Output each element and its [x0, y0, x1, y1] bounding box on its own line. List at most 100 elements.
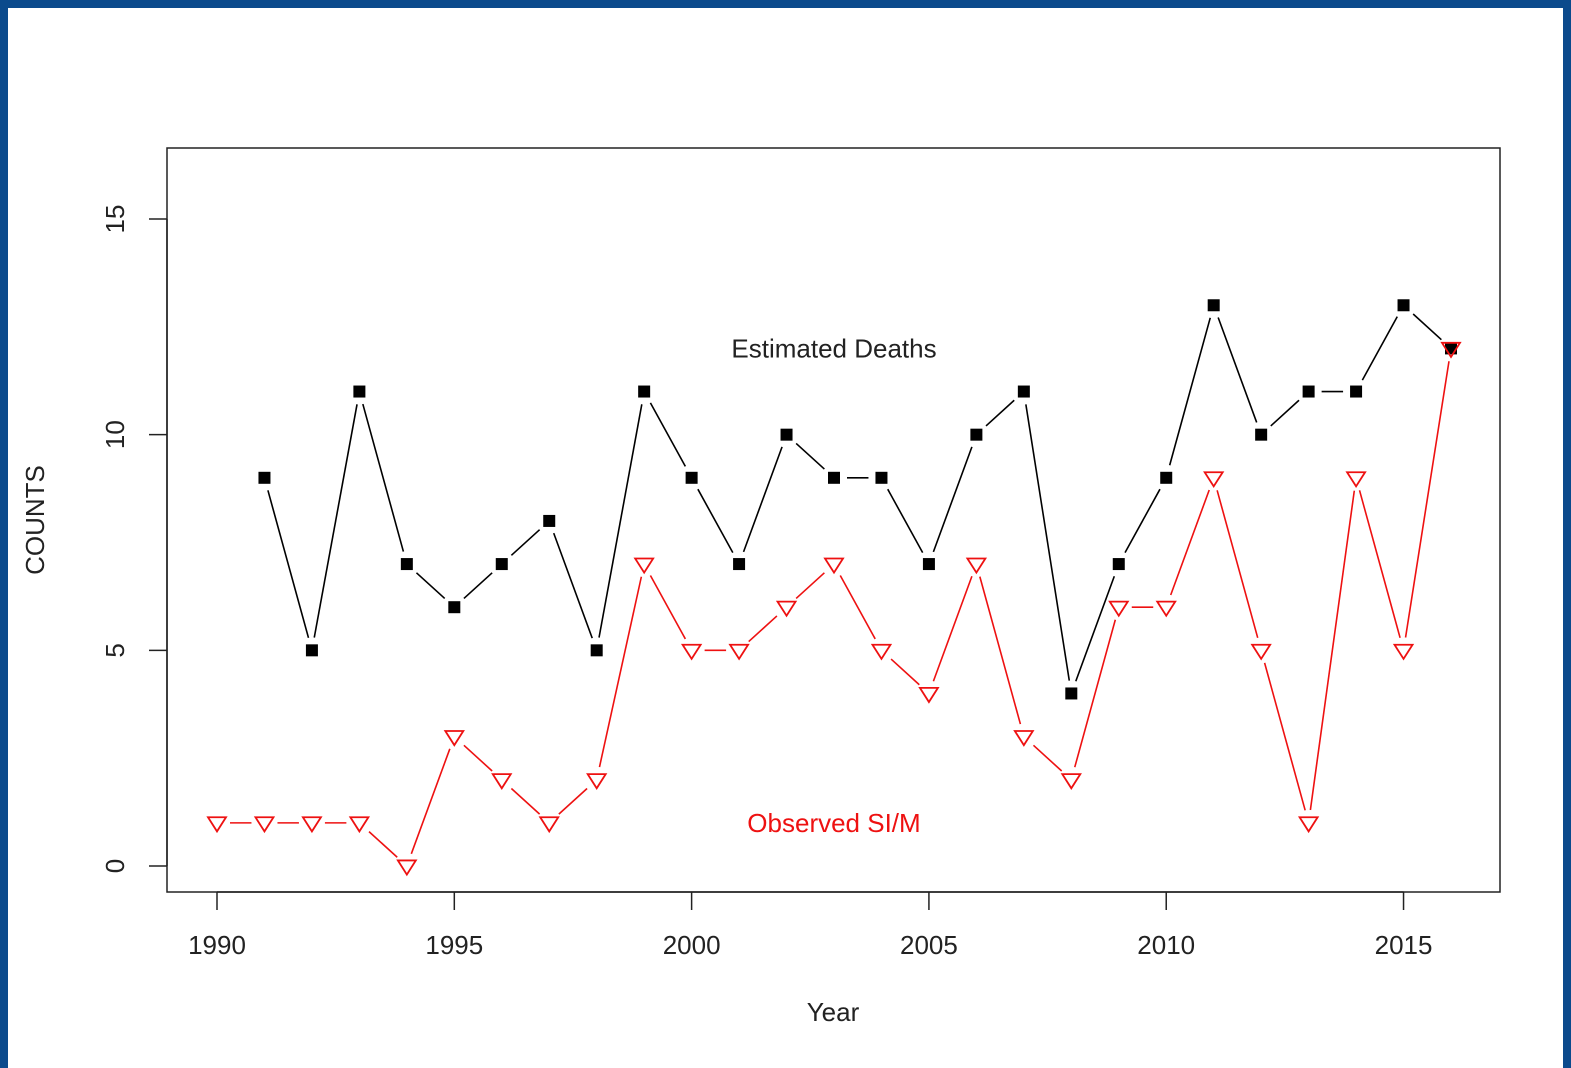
data-point [633, 557, 655, 575]
data-point [918, 686, 940, 704]
series-layer [206, 299, 1462, 877]
series-line-segment [649, 575, 687, 640]
data-point [586, 773, 608, 790]
series-line-segment [313, 404, 358, 638]
data-point [1207, 299, 1220, 312]
data-point [348, 816, 371, 834]
series-line-segment [649, 402, 687, 467]
data-point [1392, 643, 1415, 661]
series-line-segment [985, 399, 1015, 427]
data-point [638, 385, 651, 398]
data-point [1345, 471, 1367, 489]
series-line-segment [463, 572, 493, 600]
series-line-segment [1217, 317, 1258, 423]
data-point [780, 428, 793, 441]
x-tick-label: 1990 [188, 930, 246, 960]
data-point [1017, 385, 1030, 398]
series-line-segment [362, 403, 405, 552]
data-point [495, 558, 508, 571]
series-line-segment [1075, 575, 1116, 682]
series-line-segment [795, 442, 825, 470]
y-tick-label: 0 [100, 859, 130, 873]
data-point [1255, 428, 1268, 441]
x-tick-label: 2015 [1375, 930, 1433, 960]
data-point [1445, 342, 1457, 355]
series-line-segment [1032, 744, 1063, 772]
data-point [1160, 471, 1173, 484]
series-line-segment [558, 787, 588, 815]
y-axis: 0 5 10 15 [100, 205, 168, 873]
data-point [400, 558, 413, 571]
series-line-segment [932, 446, 973, 553]
data-point [970, 428, 983, 441]
series-estimated-deaths [258, 299, 1457, 700]
series-line-segment [1168, 317, 1212, 466]
series-line-segment [510, 787, 541, 815]
data-point [870, 643, 893, 661]
data-point [680, 643, 703, 661]
data-point [823, 557, 845, 575]
y-tick-label: 5 [100, 643, 130, 657]
series-line-segment [1309, 490, 1356, 811]
series-line-segment [1412, 313, 1442, 341]
data-point [258, 471, 271, 484]
data-point [1297, 816, 1320, 834]
data-point [965, 557, 988, 575]
series-line-segment [1169, 489, 1210, 596]
series-observed-si-m [206, 341, 1462, 877]
data-point [538, 816, 560, 834]
data-point [305, 644, 318, 657]
data-point [1108, 600, 1130, 618]
data-point [491, 773, 513, 790]
series-line-segment [979, 576, 1022, 725]
series-line-segment [890, 658, 920, 686]
series-line-segment [1404, 361, 1450, 638]
x-tick-label: 2010 [1137, 930, 1195, 960]
x-axis: 1990 1995 2000 2005 2010 2015 [188, 891, 1433, 960]
series-line-segment [742, 446, 783, 553]
data-point [1250, 643, 1272, 661]
x-tick-label: 2005 [900, 930, 958, 960]
data-point [543, 514, 556, 527]
data-point [728, 643, 750, 661]
x-tick-label: 1995 [425, 930, 483, 960]
data-point [1013, 730, 1035, 747]
series-line-segment [510, 529, 541, 556]
plot-box [166, 147, 1501, 893]
series-line-segment [1358, 490, 1401, 639]
series-line-segment [598, 404, 643, 638]
data-point [448, 601, 461, 614]
series-line-segment [795, 572, 825, 600]
x-axis-title: Year [807, 997, 860, 1027]
series-line-segment [748, 615, 778, 643]
series-line-segment [1270, 399, 1300, 427]
series-line-segment [839, 575, 876, 640]
series-line-segment [368, 831, 398, 858]
y-tick-label: 15 [100, 205, 130, 234]
data-point [1112, 558, 1125, 571]
annotation-estimated-deaths: Estimated Deaths [731, 333, 936, 363]
series-line-segment [1263, 662, 1306, 811]
annotation-observed-sim: Observed SI/M [747, 808, 920, 838]
data-point [1060, 773, 1082, 790]
series-line-segment [410, 748, 451, 855]
data-point [685, 471, 698, 484]
data-point [1350, 385, 1363, 398]
data-point [1440, 341, 1462, 359]
data-point [1203, 471, 1225, 489]
y-axis-title: COUNTS [20, 465, 50, 575]
data-point [1302, 385, 1315, 398]
data-point [1397, 299, 1410, 312]
data-point [301, 816, 323, 834]
data-point [1155, 600, 1177, 618]
data-point [353, 385, 366, 398]
data-point [253, 816, 276, 834]
data-point [590, 644, 603, 657]
series-line-segment [552, 532, 593, 639]
data-point [396, 859, 418, 877]
y-tick-label: 10 [100, 420, 130, 449]
data-point [775, 600, 798, 618]
series-line-segment [697, 488, 734, 554]
